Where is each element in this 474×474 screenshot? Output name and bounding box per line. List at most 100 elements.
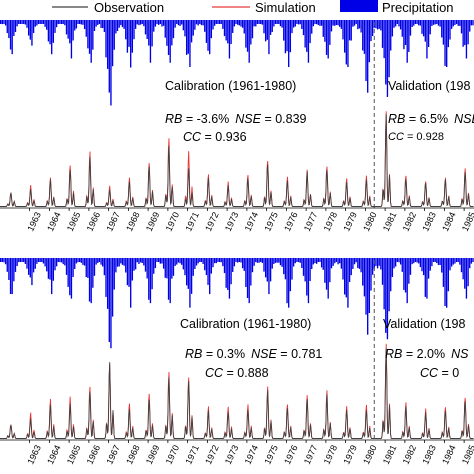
precipitation-bar <box>113 20 115 50</box>
precipitation-bar <box>348 258 351 282</box>
precipitation-bar <box>105 20 107 58</box>
precipitation-bar <box>174 20 176 28</box>
precipitation-bar <box>232 258 234 272</box>
bottom-x-ticks: 1963 1964 1965 1966 1967 1968 1969 1970 1971 1972… <box>25 440 474 466</box>
precipitation-bar <box>342 20 344 40</box>
bottom-cal-cc-label: CC <box>205 366 224 380</box>
precipitation-bar <box>141 20 143 24</box>
x-tick-label: 1977 <box>302 210 320 232</box>
precipitation-bar <box>204 258 206 271</box>
precipitation-bar <box>362 20 364 51</box>
precipitation-bar <box>102 20 104 29</box>
precipitation-bar <box>192 258 194 276</box>
x-tick-label: 1976 <box>282 210 300 232</box>
precipitation-bar <box>111 20 114 67</box>
precipitation-bar <box>465 258 468 299</box>
precipitation-bar <box>194 258 196 270</box>
precipitation-bar <box>296 20 298 24</box>
x-tick-label: 1971 <box>183 443 201 465</box>
precipitation-bar <box>181 20 183 25</box>
precipitation-bar <box>340 258 343 269</box>
precipitation-bar <box>210 258 213 274</box>
x-tick-label: 1968 <box>124 443 142 465</box>
legend-precipitation-label: Precipitation <box>382 0 454 15</box>
precipitation-bar <box>396 20 398 25</box>
precipitation-bar <box>340 20 343 29</box>
precipitation-bar <box>383 20 385 59</box>
precipitation-bar <box>230 258 232 285</box>
precipitation-bar <box>200 20 203 26</box>
precipitation-bar <box>250 258 252 286</box>
precipitation-bar <box>391 20 394 37</box>
precipitation-bar <box>13 20 15 36</box>
precipitation-bar <box>350 20 352 41</box>
precipitation-bar <box>406 258 408 304</box>
precipitation-bar <box>69 258 71 296</box>
precipitation-bar <box>330 258 333 269</box>
precipitation-bar <box>75 20 78 29</box>
precipitation-bar <box>184 258 186 276</box>
precipitation-bar <box>209 20 211 55</box>
precipitation-bar <box>44 258 46 267</box>
precipitation-bar <box>1 20 3 25</box>
top-cal-nse-value: = 0.839 <box>261 112 307 126</box>
precipitation-bar <box>235 258 237 263</box>
precipitation-bar <box>398 20 400 27</box>
bottom-validation-label: Validation (198 <box>383 317 466 331</box>
precipitation-bar <box>218 20 221 24</box>
precipitation-bar <box>329 20 331 45</box>
precipitation-bar <box>469 20 471 32</box>
precipitation-bar <box>131 258 134 281</box>
precipitation-bar <box>248 20 250 63</box>
precipitation-bar <box>138 20 140 26</box>
precipitation-bar <box>299 258 301 263</box>
precipitation-bar <box>205 258 208 276</box>
precipitation-bar <box>115 20 117 34</box>
precipitation-bar <box>105 258 107 297</box>
x-tick-label: 1964 <box>45 443 63 465</box>
precipitation-bar <box>185 20 188 55</box>
precipitation-bar <box>209 258 211 295</box>
top-x-ticks: 1963 1964 1965 1966 1967 1968 1969 1970 1971 1972… <box>25 208 474 233</box>
precipitation-bar <box>370 258 372 291</box>
x-tick-label: 1966 <box>85 443 103 465</box>
precipitation-bar <box>245 258 247 287</box>
precipitation-bar <box>462 20 464 47</box>
bottom-calibration-label: Calibration (1961-1980) <box>180 317 311 331</box>
precipitation-bar <box>125 258 127 273</box>
x-tick-label: 1975 <box>262 443 280 465</box>
precipitation-bar <box>172 20 175 39</box>
precipitation-bar <box>31 20 33 46</box>
precipitation-bar <box>444 20 446 66</box>
precipitation-bar <box>161 20 163 27</box>
precipitation-bar <box>325 20 328 55</box>
precipitation-bar <box>32 258 35 273</box>
precipitation-bar <box>42 20 45 24</box>
x-tick-label: 1983 <box>420 443 438 465</box>
precipitation-bar <box>268 258 270 295</box>
precipitation-bar <box>197 258 199 264</box>
precipitation-bar <box>388 20 390 78</box>
precipitation-bar <box>368 20 371 63</box>
precipitation-bar <box>345 20 347 65</box>
precipitation-bar <box>79 258 81 262</box>
precipitation-bar <box>34 20 36 27</box>
precipitation-bar <box>6 258 8 272</box>
precipitation-bar <box>413 258 415 264</box>
precipitation-bar <box>424 258 426 297</box>
precipitation-bar <box>121 20 124 28</box>
precipitation-bar <box>404 20 407 46</box>
top-val-rb-value: = 6.5% <box>405 112 448 126</box>
precipitation-bar <box>449 258 451 271</box>
precipitation-bar <box>325 258 328 290</box>
precipitation-bar <box>260 20 262 24</box>
precipitation-bar <box>102 258 104 267</box>
precipitation-bar <box>227 258 229 290</box>
precipitation-bar <box>253 258 255 266</box>
precipitation-bar <box>330 20 333 32</box>
precipitation-bar <box>8 258 10 280</box>
precipitation-bar <box>460 258 463 273</box>
precipitation-bar <box>153 20 155 32</box>
precipitation-bar <box>223 258 226 274</box>
precipitation-bar <box>9 20 12 50</box>
